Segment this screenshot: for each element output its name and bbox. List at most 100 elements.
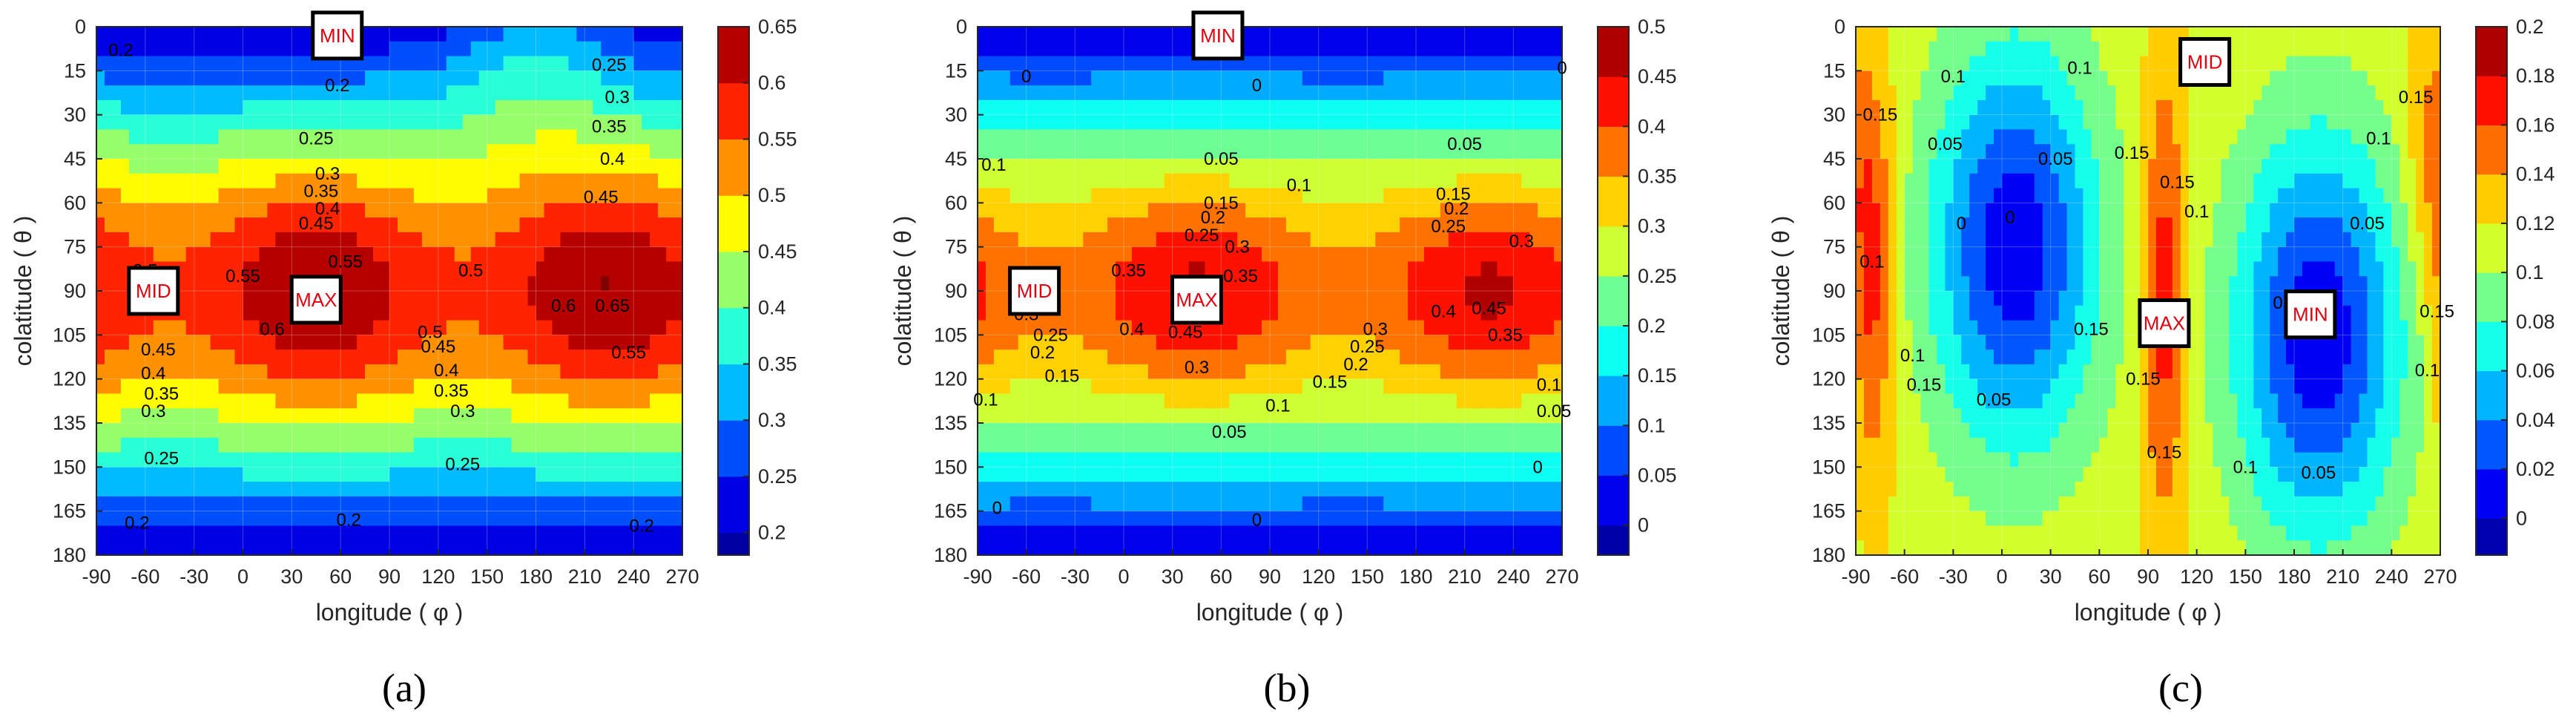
contour-cell: [1416, 100, 1425, 116]
contour-cell: [609, 511, 618, 527]
contour-cell: [1311, 144, 1320, 160]
contour-cell: [1351, 379, 1360, 395]
contour-cell: [349, 379, 358, 395]
contour-cell: [1400, 27, 1409, 42]
contour-cell: [1205, 467, 1213, 482]
contour-cell: [512, 306, 521, 321]
contour-cell: [186, 56, 195, 72]
contour-cell: [1043, 496, 1052, 512]
contour-cell: [1335, 174, 1344, 189]
contour-cell: [1400, 174, 1409, 189]
contour-cell: [438, 232, 447, 248]
contour-cell: [536, 56, 545, 72]
contour-cell: [1010, 482, 1019, 497]
contour-cell: [1359, 453, 1368, 468]
contour-cell: [520, 232, 529, 248]
contour-cell: [568, 276, 577, 292]
contour-cell: [504, 525, 513, 541]
contour-cell: [1181, 159, 1190, 174]
contour-cell: [1132, 159, 1141, 174]
contour-cell: [316, 364, 325, 380]
contour-cell: [1270, 423, 1279, 439]
contour-cell: [1221, 408, 1230, 424]
contour-cell: [1099, 85, 1108, 101]
contour-cell: [357, 129, 366, 145]
contour-cell: [438, 306, 447, 321]
contour-cell: [1351, 496, 1360, 512]
contour-cell: [324, 100, 333, 116]
contour-cell: [560, 85, 569, 101]
contour-cell: [1311, 27, 1320, 42]
contour-cell: [536, 144, 545, 160]
contour-label: 0.35: [592, 117, 627, 137]
contour-cell: [398, 100, 406, 116]
contour-cell: [1351, 70, 1360, 86]
contour-cell: [1124, 56, 1133, 72]
contour-cell: [1197, 379, 1206, 395]
contour-cell: [1140, 364, 1149, 380]
contour-cell: [1319, 129, 1328, 145]
contour-cell: [129, 482, 138, 497]
contour-cell: [625, 56, 634, 72]
contour-cell: [552, 85, 561, 101]
contour-cell: [1043, 85, 1052, 101]
contour-cell: [658, 364, 667, 380]
contour-cell: [625, 393, 634, 409]
contour-cell: [986, 276, 995, 292]
contour-cell: [1197, 247, 1206, 263]
contour-cell: [487, 27, 496, 42]
contour-cell: [593, 453, 602, 468]
contour-cell: [365, 540, 374, 556]
contour-cell: [568, 408, 577, 424]
contour-cell: [560, 364, 569, 380]
contour-cell: [373, 335, 382, 350]
contour-cell: [332, 335, 341, 350]
contour-cell: [1432, 203, 1441, 218]
contour-cell: [300, 540, 309, 556]
contour-cell: [593, 261, 602, 277]
colorbar-segment: [718, 420, 749, 476]
contour-cell: [601, 27, 610, 42]
contour-cell: [650, 335, 659, 350]
contour-cell: [1018, 511, 1027, 527]
contour-cell: [642, 364, 650, 380]
contour-cell: [1156, 408, 1165, 424]
contour-cell: [471, 423, 480, 439]
contour-cell: [1165, 525, 1173, 541]
contour-cell: [1286, 335, 1295, 350]
contour-cell: [1391, 85, 1400, 101]
contour-cell: [422, 56, 431, 72]
contour-label: 0.6: [260, 319, 284, 339]
contour-cell: [994, 247, 1003, 263]
contour-cell: [202, 144, 211, 160]
contour-cell: [170, 144, 179, 160]
contour-cell: [584, 540, 593, 556]
contour-cell: [332, 350, 341, 365]
contour-cell: [650, 159, 659, 174]
contour-cell: [1165, 350, 1173, 365]
contour-cell: [96, 321, 105, 336]
contour-cell: [1424, 511, 1433, 527]
contour-cell: [1327, 525, 1336, 541]
contour-cell: [235, 496, 244, 512]
contour-cell: [1383, 423, 1392, 439]
contour-cell: [162, 511, 171, 527]
contour-cell: [96, 408, 105, 424]
contour-cell: [528, 482, 537, 497]
contour-cell: [633, 27, 642, 42]
contour-cell: [1327, 482, 1336, 497]
contour-cell: [186, 144, 195, 160]
contour-cell: [251, 174, 260, 189]
contour-cell: [1165, 129, 1173, 145]
contour-cell: [381, 525, 390, 541]
contour-cell: [487, 423, 496, 439]
contour-cell: [528, 453, 537, 468]
contour-cell: [1002, 453, 1011, 468]
contour-cell: [389, 56, 398, 72]
contour-cell: [609, 379, 618, 395]
contour-cell: [121, 188, 130, 204]
contour-cell: [96, 247, 105, 263]
contour-cell: [601, 247, 610, 263]
contour-cell: [1432, 423, 1441, 439]
contour-cell: [373, 115, 382, 131]
